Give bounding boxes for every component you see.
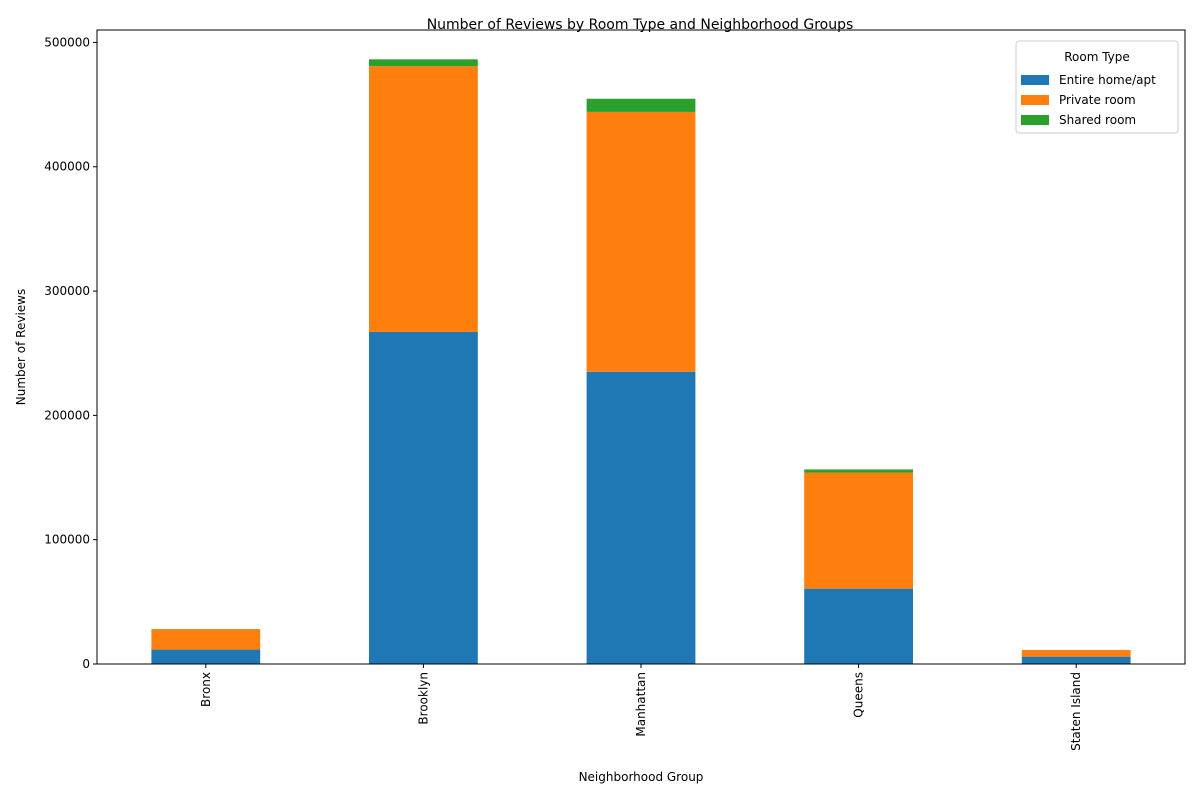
y-tick-label: 500000 <box>44 35 90 49</box>
x-tick-label: Brooklyn <box>416 672 430 725</box>
y-axis: 0 100000 200000 300000 400000 500000 <box>44 35 97 671</box>
bar-manhattan-shared-room <box>586 98 696 112</box>
bar-bronx-entire-home-apt <box>151 649 261 664</box>
legend-label: Shared room <box>1059 113 1136 127</box>
legend-items: Entire home/apt Private room Shared room <box>1021 73 1156 127</box>
bars-group <box>151 59 1131 664</box>
bar-bronx-private-room <box>151 629 261 650</box>
bar-brooklyn-entire-home-apt <box>369 331 478 664</box>
bar-queens-entire-home-apt <box>804 588 913 664</box>
x-tick-label: Queens <box>852 672 866 718</box>
bar-queens-private-room <box>804 472 913 589</box>
legend: Room Type Entire home/apt Private room Sha… <box>1015 40 1179 134</box>
legend-box <box>1015 40 1179 134</box>
x-tick-label: Staten Island <box>1069 672 1083 751</box>
legend-label: Private room <box>1059 93 1136 107</box>
bar-staten-island-private-room <box>1021 650 1131 657</box>
y-tick-label: 0 <box>82 657 90 671</box>
x-tick-label: Manhattan <box>634 672 648 737</box>
y-tick-label: 100000 <box>44 533 90 547</box>
y-tick-label: 200000 <box>44 408 90 422</box>
legend-title: Room Type <box>1064 50 1130 64</box>
chart-title: Number of Reviews by Room Type and Neigh… <box>427 17 854 33</box>
y-tick-label: 400000 <box>44 160 90 174</box>
y-tick-label: 300000 <box>44 284 90 298</box>
bar-brooklyn-private-room <box>369 66 478 332</box>
bar-queens-shared-room <box>804 469 913 473</box>
bar-manhattan-entire-home-apt <box>586 371 696 664</box>
legend-label: Entire home/apt <box>1059 73 1156 87</box>
x-axis-label: Neighborhood Group <box>579 770 704 784</box>
x-tick-label: Bronx <box>199 672 213 707</box>
bar-brooklyn-shared-room <box>369 59 478 67</box>
bar-manhattan-private-room <box>586 111 696 372</box>
x-axis: Bronx Brooklyn Manhattan Queens Staten Islan… <box>199 664 1083 751</box>
legend-swatch <box>1021 75 1049 85</box>
legend-swatch <box>1021 95 1049 105</box>
bar-staten-island-entire-home-apt <box>1021 656 1131 664</box>
y-axis-label: Number of Reviews <box>14 289 28 405</box>
legend-swatch <box>1021 115 1049 125</box>
